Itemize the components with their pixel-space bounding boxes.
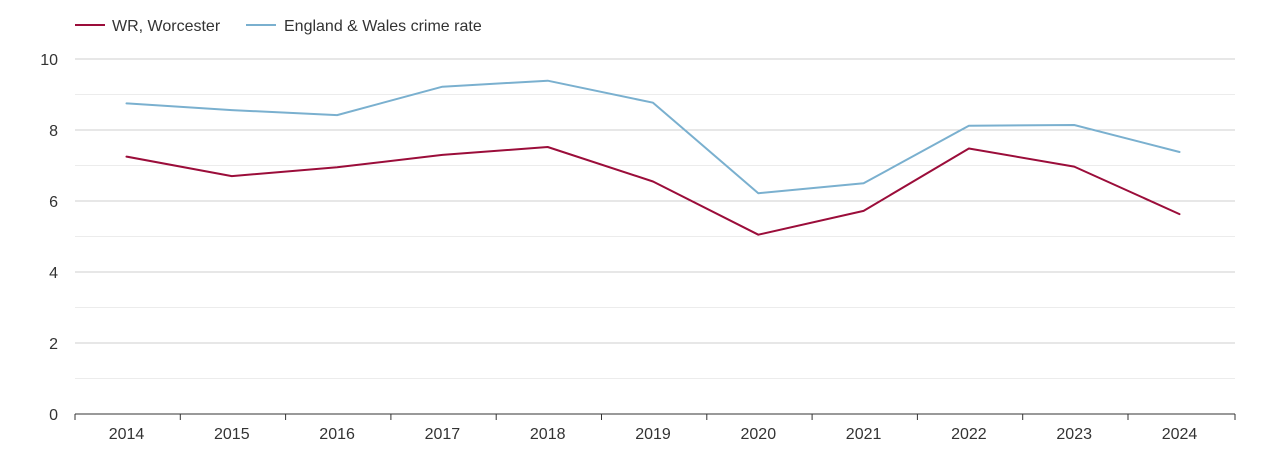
legend: WR, Worcester England & Wales crime rate	[75, 18, 482, 35]
y-tick-label: 4	[49, 265, 58, 282]
x-tick-label: 2018	[530, 426, 566, 443]
x-tick-label: 2024	[1162, 426, 1198, 443]
series-line-worcester	[125, 146, 1181, 236]
y-tick-label: 2	[49, 336, 58, 353]
x-tick-label: 2023	[1056, 426, 1092, 443]
grid-lines	[75, 58, 1235, 379]
y-tick-label: 0	[49, 407, 58, 424]
legend-label-england-wales: England & Wales crime rate	[284, 18, 482, 35]
x-tick-label: 2014	[109, 426, 145, 443]
axes: 0 2 4 6 8 10 2014 2015 2016 2017 2018 2019 2020 2021 2…	[40, 52, 1236, 443]
series-line-england-wales	[125, 79, 1181, 195]
x-tick-label: 2021	[846, 426, 882, 443]
legend-label-worcester: WR, Worcester	[112, 18, 221, 35]
y-tick-label: 10	[40, 52, 58, 69]
x-tick-label: 2019	[635, 426, 671, 443]
x-tick-label: 2020	[741, 426, 777, 443]
series-lines	[125, 79, 1181, 236]
x-tick-label: 2016	[319, 426, 355, 443]
x-tick-label: 2017	[425, 426, 461, 443]
x-tick-label: 2022	[951, 426, 987, 443]
y-tick-label: 8	[49, 123, 58, 140]
y-tick-label: 6	[49, 194, 58, 211]
x-tick-label: 2015	[214, 426, 250, 443]
